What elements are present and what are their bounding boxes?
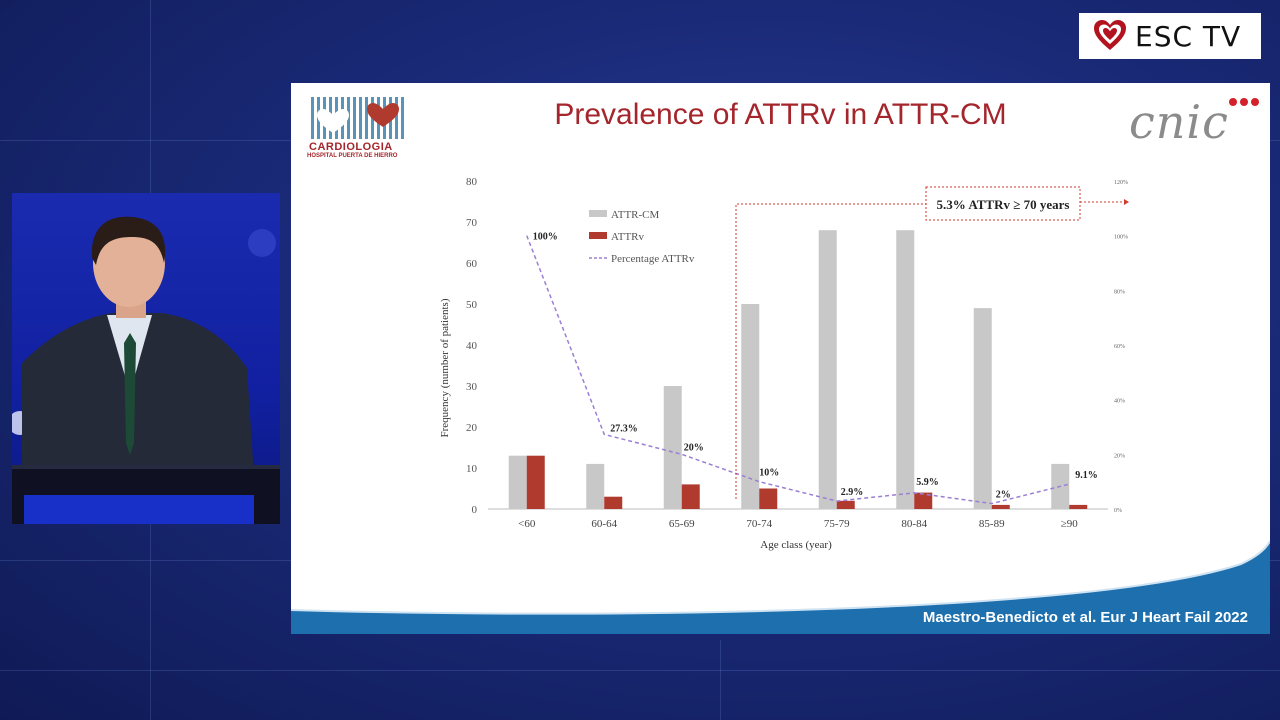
citation: Maestro-Benedicto et al. Eur J Heart Fai…	[922, 609, 1248, 626]
bar-attr-cm	[741, 304, 760, 509]
annotation-text: 5.3% ATTRv ≥ 70 years	[937, 197, 1070, 212]
x-axis-ticks: <60 60-64 65-69 70-74 75-79 80-84 85-89 ≥90	[518, 518, 1078, 530]
y-tick-label: 40	[466, 340, 478, 352]
x-tick-label: 65-69	[669, 518, 695, 530]
bar-attrv	[914, 492, 933, 509]
y2-axis-ticks: 0% 20% 40% 60% 80% 100% 120%	[1114, 180, 1128, 514]
y-tick-label: 70	[466, 217, 478, 229]
bar-attr-cm	[508, 455, 527, 509]
footer-band	[291, 540, 1270, 634]
y2-tick-label: 80%	[1114, 289, 1125, 295]
bars	[508, 230, 1088, 509]
bar-attrv	[991, 504, 1010, 509]
y-tick-label: 20	[466, 422, 478, 434]
y-tick-label: 0	[472, 504, 478, 516]
x-tick-label: 60-64	[591, 518, 617, 530]
annotation-arrow-head	[1124, 199, 1129, 205]
bar-attrv	[604, 496, 623, 509]
y2-tick-label: 100%	[1114, 235, 1128, 241]
data-label: 9.1%	[1075, 470, 1098, 481]
logo-dots-icon	[1229, 93, 1262, 111]
y-tick-label: 80	[466, 176, 478, 188]
bar-attr-cm	[586, 463, 605, 509]
logo-label-sub: HOSPITAL PUERTA DE HIERRO	[307, 153, 398, 159]
bar-attr-cm	[973, 308, 992, 509]
x-tick-label: <60	[518, 518, 536, 530]
heart-icon	[1094, 20, 1126, 50]
background-line	[0, 670, 1280, 671]
data-label: 2.9%	[841, 487, 864, 498]
y-tick-label: 30	[466, 381, 478, 393]
legend-label-attr-cm: ATTR-CM	[611, 209, 660, 221]
y2-tick-label: 20%	[1114, 453, 1125, 459]
legend-label-attrv: ATTRv	[611, 231, 645, 243]
x-tick-label: 75-79	[824, 518, 850, 530]
data-label: 2%	[996, 490, 1011, 501]
legend-swatch-attrv	[589, 232, 607, 239]
x-axis-title: Age class (year)	[760, 539, 832, 551]
y2-tick-label: 120%	[1114, 180, 1128, 186]
y-axis-ticks: 0 10 20 30 40 50 60 70 80	[466, 176, 478, 516]
legend-label-percentage: Percentage ATTRv	[611, 253, 695, 265]
annotation-bracket	[735, 203, 926, 499]
y2-tick-label: 0%	[1114, 508, 1122, 514]
y-axis-title: Frequency (number of patients)	[439, 298, 451, 437]
bar-line-chart: 0 10 20 30 40 50 60 70 80 0% 20% 40% 60% 80% 100% 120%…	[439, 176, 1129, 551]
presentation-slide: CARDIOLOGIA HOSPITAL PUERTA DE HIERRO Pr…	[291, 83, 1270, 634]
bar-attr-cm	[818, 230, 837, 509]
x-tick-label: 70-74	[746, 518, 772, 530]
data-label: 10%	[759, 468, 779, 479]
cnic-logo: cnic	[1129, 89, 1264, 149]
legend-swatch-attr-cm	[589, 210, 607, 217]
bar-attrv	[1069, 504, 1088, 509]
slide-title: Prevalence of ATTRv in ATTR-CM	[554, 98, 1007, 131]
bar-attr-cm	[896, 230, 915, 509]
bar-attrv	[836, 500, 855, 509]
bar-attrv	[759, 488, 778, 509]
bar-attrv	[526, 455, 545, 509]
percentage-line	[526, 235, 1070, 505]
data-label: 20%	[684, 442, 704, 453]
logo-label-main: CARDIOLOGIA	[309, 141, 393, 153]
cnic-logo-text: cnic	[1129, 95, 1229, 149]
speaker-figure	[12, 216, 280, 524]
x-tick-label: 85-89	[979, 518, 1005, 530]
cardiologia-logo: CARDIOLOGIA HOSPITAL PUERTA DE HIERRO	[307, 97, 422, 159]
x-tick-label: ≥90	[1061, 518, 1079, 530]
logo-heart-icon	[311, 97, 404, 139]
esc-tv-logo: ESC TV	[1079, 13, 1261, 59]
annotation-box	[925, 186, 1081, 221]
bar-attrv	[681, 484, 700, 509]
esc-tv-label: ESC TV	[1135, 19, 1242, 53]
y-tick-label: 10	[466, 463, 478, 475]
bar-attr-cm	[663, 386, 682, 509]
y2-tick-label: 40%	[1114, 399, 1125, 405]
y-tick-label: 60	[466, 258, 478, 270]
y-tick-label: 50	[466, 299, 478, 311]
speaker-video	[12, 193, 280, 524]
data-label: 27.3%	[610, 423, 638, 434]
data-label: 100%	[533, 232, 558, 243]
background-line	[720, 640, 721, 720]
x-tick-label: 80-84	[901, 518, 927, 530]
y2-tick-label: 60%	[1114, 344, 1125, 350]
percentage-series-line	[526, 235, 1070, 505]
data-label: 5.9%	[916, 477, 939, 488]
data-labels: 100% 27.3% 20% 10% 2.9% 5.9% 2% 9.1%	[533, 232, 1098, 501]
